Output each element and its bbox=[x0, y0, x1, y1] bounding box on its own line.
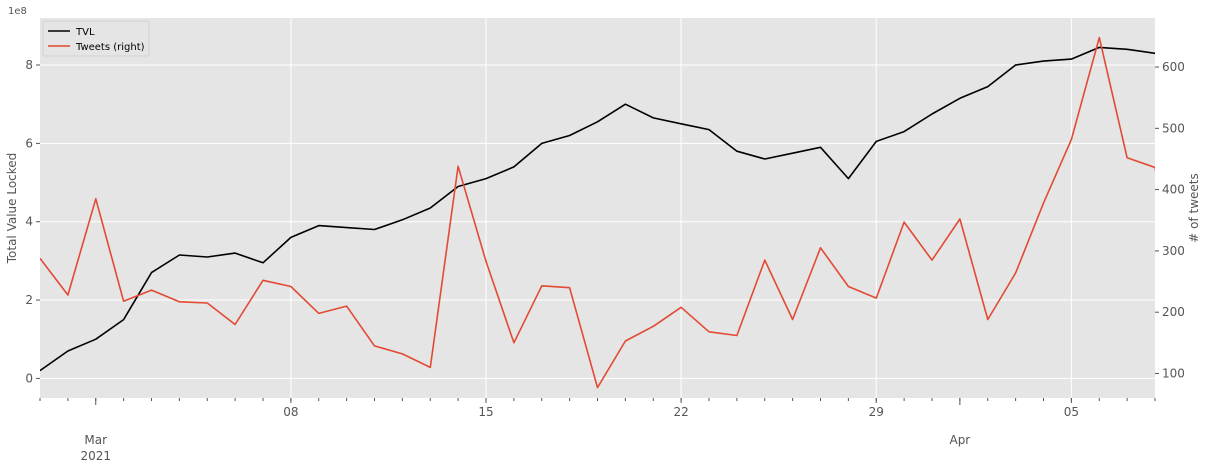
x-major-tick-label: Mar bbox=[84, 433, 107, 447]
y-left-tick-label: 4 bbox=[25, 215, 33, 229]
y-left-axis: 0 2 4 6 8 bbox=[25, 58, 40, 385]
legend: TVL Tweets (right) bbox=[42, 20, 150, 57]
x-tick-label: 22 bbox=[673, 405, 688, 419]
legend-box bbox=[42, 20, 150, 57]
legend-label-tvl: TVL bbox=[75, 27, 95, 38]
x-year-label: 2021 bbox=[80, 449, 111, 463]
y-left-tick-label: 2 bbox=[25, 293, 33, 307]
y-right-axis-label: # of tweets bbox=[1187, 173, 1201, 243]
y-right-tick-label: 600 bbox=[1162, 60, 1185, 74]
x-axis: 08 15 22 29 05 Mar 2021 Apr bbox=[39, 398, 1156, 463]
y-left-axis-label: Total Value Locked bbox=[5, 153, 19, 265]
y-right-tick-label: 500 bbox=[1162, 121, 1185, 135]
series-line-tvl bbox=[40, 46, 1155, 372]
y-left-tick-label: 6 bbox=[25, 136, 33, 150]
y-left-tick-label: 8 bbox=[25, 58, 33, 72]
series-layer bbox=[40, 36, 1155, 389]
x-tick-label: 05 bbox=[1064, 405, 1079, 419]
series-line-tweets bbox=[40, 36, 1155, 389]
y-right-tick-label: 100 bbox=[1162, 366, 1185, 380]
y-right-tick-label: 400 bbox=[1162, 183, 1185, 197]
x-tick-label: 15 bbox=[478, 405, 493, 419]
gridlines bbox=[40, 18, 1155, 398]
x-tick-label: 08 bbox=[283, 405, 298, 419]
y-right-tick-label: 300 bbox=[1162, 244, 1185, 258]
plot-area bbox=[40, 18, 1155, 398]
y-right-tick-label: 200 bbox=[1162, 305, 1185, 319]
y-left-tick-label: 0 bbox=[25, 371, 33, 385]
x-major-tick-label: Apr bbox=[949, 433, 970, 447]
y-left-scale-label: 1e8 bbox=[8, 6, 27, 17]
y-right-axis: 100 200 300 400 500 600 bbox=[1155, 60, 1185, 380]
x-tick-label: 29 bbox=[869, 405, 884, 419]
legend-label-tweets: Tweets (right) bbox=[75, 42, 145, 53]
